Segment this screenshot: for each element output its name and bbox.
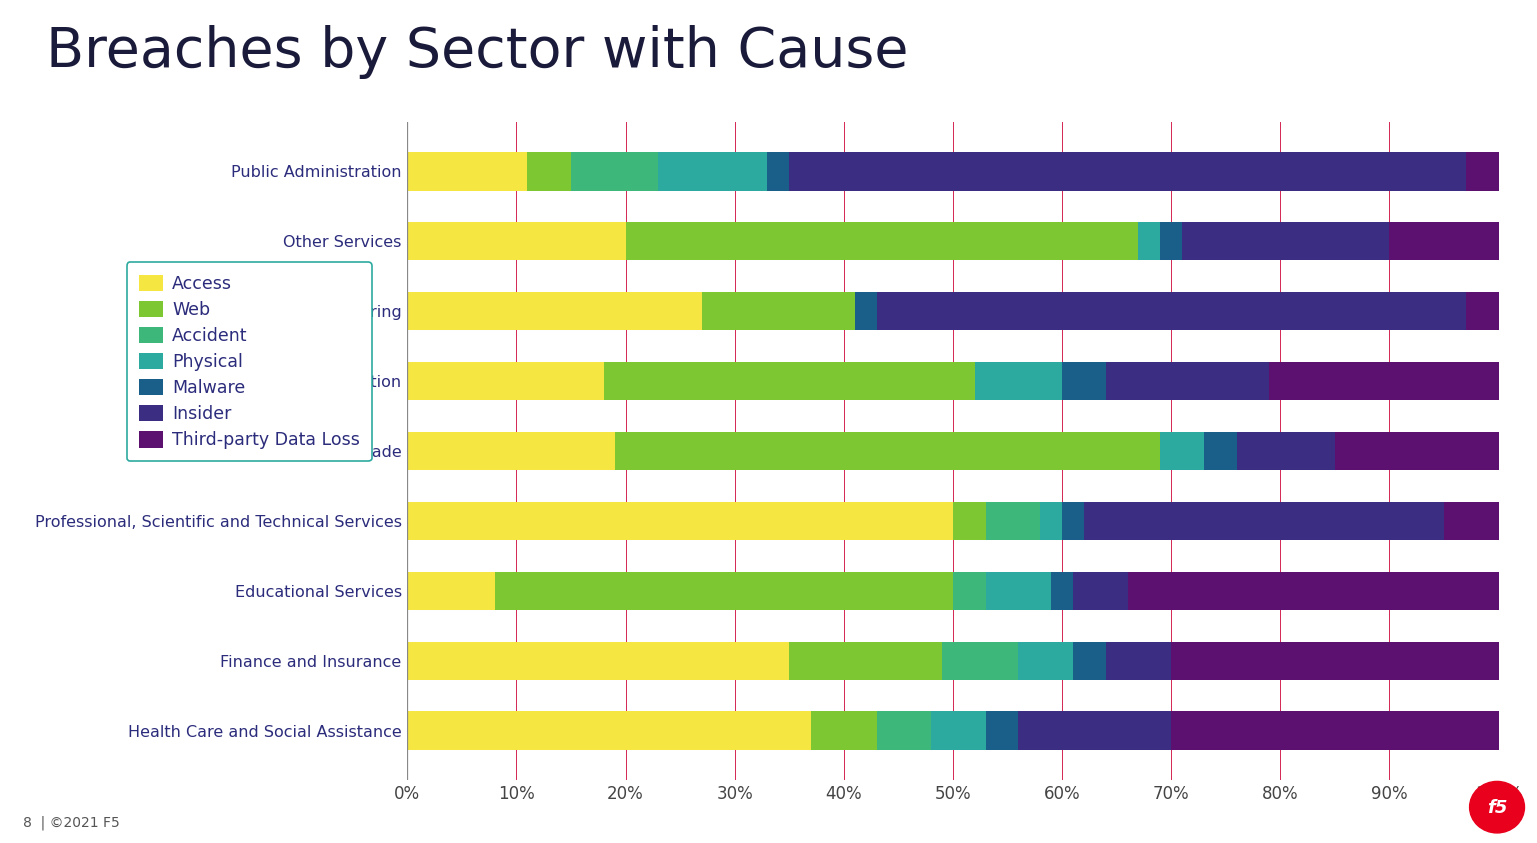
Bar (876, 292, 1466, 330)
Bar (1389, 222, 1499, 260)
Bar (615, 432, 1160, 470)
Bar (1270, 362, 1499, 400)
Bar (1062, 502, 1084, 540)
Bar (974, 362, 1062, 400)
Bar (1019, 642, 1073, 680)
Bar (1073, 572, 1128, 610)
Bar (855, 292, 876, 330)
Bar (407, 711, 812, 750)
Text: f5: f5 (1486, 799, 1508, 817)
Bar (407, 572, 495, 610)
Bar (1062, 362, 1105, 400)
Bar (876, 711, 931, 750)
Bar (626, 222, 1139, 260)
Circle shape (1469, 781, 1525, 833)
Bar (1237, 432, 1336, 470)
Bar (527, 152, 572, 191)
Bar (790, 642, 942, 680)
Bar (985, 572, 1051, 610)
Bar (1051, 572, 1073, 610)
Bar (1466, 292, 1499, 330)
Bar (1445, 502, 1499, 540)
Bar (1084, 502, 1445, 540)
Text: Breaches by Sector with Cause: Breaches by Sector with Cause (46, 25, 908, 79)
Bar (1182, 222, 1389, 260)
Bar (953, 502, 985, 540)
Bar (407, 642, 790, 680)
Bar (495, 572, 953, 610)
Bar (1041, 502, 1062, 540)
Legend: Access, Web, Accident, Physical, Malware, Insider, Third-party Data Loss: Access, Web, Accident, Physical, Malware… (126, 262, 372, 461)
Bar (407, 502, 953, 540)
Bar (1203, 432, 1237, 470)
Bar (407, 362, 604, 400)
Bar (1160, 432, 1203, 470)
Bar (790, 152, 1466, 191)
Bar (1073, 642, 1105, 680)
Bar (407, 432, 615, 470)
Bar (1128, 572, 1499, 610)
Bar (572, 152, 658, 191)
Bar (1105, 362, 1270, 400)
Bar (604, 362, 974, 400)
Bar (931, 711, 985, 750)
Bar (812, 711, 876, 750)
Bar (942, 642, 1019, 680)
Bar (767, 152, 790, 191)
Bar (1334, 432, 1499, 470)
Text: 8  | ©2021 F5: 8 | ©2021 F5 (23, 816, 120, 830)
Bar (953, 572, 985, 610)
Bar (1019, 711, 1171, 750)
Bar (658, 152, 767, 191)
Bar (407, 152, 527, 191)
Bar (407, 292, 702, 330)
Bar (1160, 222, 1182, 260)
Bar (1105, 642, 1171, 680)
Bar (985, 502, 1041, 540)
Bar (1171, 711, 1499, 750)
Bar (985, 711, 1019, 750)
Bar (702, 292, 855, 330)
Bar (1139, 222, 1160, 260)
Bar (1171, 642, 1499, 680)
Bar (407, 222, 626, 260)
Bar (1466, 152, 1499, 191)
